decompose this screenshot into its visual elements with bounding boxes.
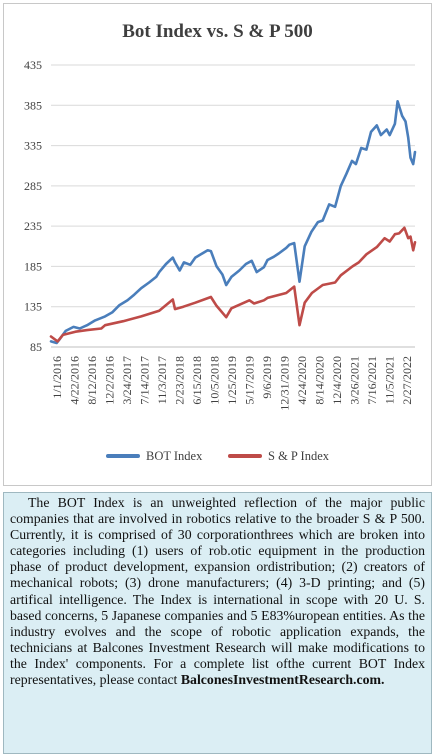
x-tick-label: 10/5/2018: [208, 356, 222, 405]
x-tick-label: 4/24/2020: [295, 356, 309, 405]
x-tick-label: 7/16/2021: [365, 356, 379, 405]
y-tick-label: 385: [24, 98, 42, 112]
y-tick-label: 285: [24, 179, 42, 193]
y-tick-label: 435: [24, 58, 42, 72]
y-axis-tick-labels: 85 135 185 235 285 335 385 435: [24, 58, 42, 354]
x-axis-tick-labels: 1/1/2016 4/22/2016 8/12/2016 12/2/2016 3/24/…: [50, 356, 414, 411]
chart-plot-area: 85 135 185 235 285 335 385 435 1/1/2016 4/22/201…: [24, 58, 417, 411]
x-tick-label: 12/4/2020: [330, 356, 344, 405]
series-line-bot-index: [49, 100, 417, 345]
legend-item-sp-index: S & P Index: [228, 446, 329, 466]
y-tick-label: 335: [24, 139, 42, 153]
x-tick-label: 5/17/2019: [243, 356, 257, 405]
y-tick-label: 235: [24, 219, 42, 233]
description-text: The BOT Index is an unweighted reflectio…: [10, 495, 425, 688]
y-tick-label: 85: [30, 340, 42, 354]
description-body: The BOT Index is an unweighted reflectio…: [10, 495, 425, 688]
x-tick-label: 3/26/2021: [348, 356, 362, 405]
y-tick-label: 185: [24, 259, 42, 273]
gridlines: [51, 64, 415, 348]
x-tick-label: 9/6/2019: [260, 356, 274, 399]
x-tick-label: 2/23/2018: [173, 356, 187, 405]
legend-swatch-sp-index: [228, 454, 262, 458]
x-tick-label: 12/31/2019: [278, 356, 292, 411]
legend-swatch-bot-index: [106, 454, 140, 458]
x-tick-label: 7/14/2017: [138, 356, 152, 405]
y-tick-label: 135: [24, 300, 42, 314]
x-tick-label: 3/24/2017: [120, 356, 134, 405]
x-tick-label: 12/2/2016: [103, 356, 117, 405]
x-tick-label: 1/25/2019: [225, 356, 239, 405]
series-lines: [49, 100, 417, 345]
legend-label-bot-index: BOT Index: [146, 448, 203, 463]
x-tick-label: 6/15/2018: [190, 356, 204, 405]
chart-panel: Bot Index vs. S & P 500 85 135 185 235 285 33…: [3, 3, 432, 486]
legend-label-sp-index: S & P Index: [268, 448, 329, 463]
x-tick-label: 2/27/2022: [400, 356, 414, 405]
x-tick-label: 8/14/2020: [313, 356, 327, 405]
chart-legend: BOT Index S & P Index: [4, 446, 431, 466]
contact-link[interactable]: BalconesInvestmentResearch.com.: [180, 672, 385, 688]
description-box: The BOT Index is an unweighted reflectio…: [3, 492, 432, 754]
x-tick-label: 11/3/2017: [155, 356, 169, 404]
x-tick-label: 11/5/2021: [383, 356, 397, 404]
x-tick-label: 1/1/2016: [50, 356, 64, 399]
legend-item-bot-index: BOT Index: [106, 446, 202, 466]
series-line-sp-index: [49, 226, 417, 343]
x-tick-label: 8/12/2016: [85, 356, 99, 405]
x-tick-label: 4/22/2016: [68, 356, 82, 405]
chart-title: Bot Index vs. S & P 500: [122, 21, 313, 42]
